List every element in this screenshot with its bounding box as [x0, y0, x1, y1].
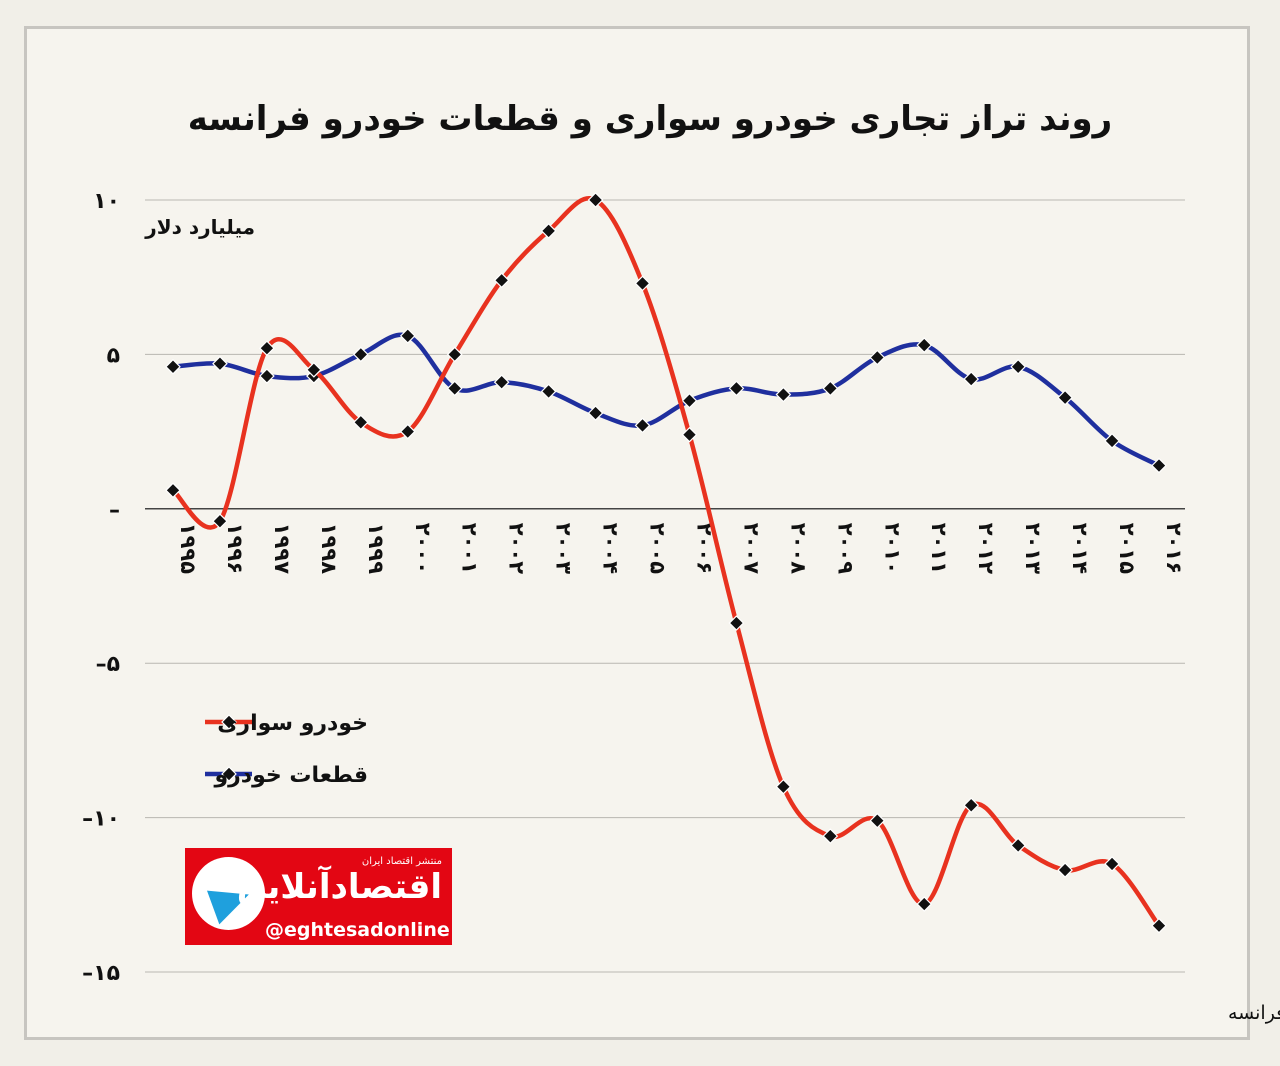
logo-name: اقتصادآنلاین	[236, 867, 442, 907]
point-auto-parts	[963, 371, 980, 387]
y-axis-ticks: ۱۰ ۵ – –۵ –۱۰ –۱۵	[82, 189, 120, 986]
point-auto-parts	[1104, 433, 1120, 449]
x-tick-label: ۲۰۰۵	[646, 523, 670, 574]
point-passenger-car	[681, 426, 698, 443]
legend-marker-auto-parts	[221, 766, 237, 782]
y-tick-label: –۱۵	[82, 961, 120, 986]
point-auto-parts	[1010, 358, 1026, 375]
point-auto-parts	[681, 392, 698, 409]
y-tick-label: ۱۰	[93, 189, 120, 214]
logo-handle: @eghtesadonline	[265, 919, 450, 941]
x-tick-label: ۲۰۱۱	[927, 523, 951, 574]
x-axis-ticks: ۱۹۹۵ ۱۹۹۶ ۱۹۹۷ ۱۹۹۸ ۱۹۹۹ ۲۰۰۰ ۲۰۰۱ ۲۰۰۲ ۲۰۰۳ ۲۰۰۴…	[176, 523, 1186, 574]
point-auto-parts	[1151, 457, 1167, 474]
point-passenger-car	[259, 340, 275, 357]
x-tick-label: ۲۰۱۳	[1021, 523, 1045, 574]
point-passenger-car	[540, 223, 557, 239]
point-passenger-car	[822, 828, 839, 844]
point-auto-parts	[165, 358, 181, 375]
x-tick-label: ۲۰۰۴	[599, 523, 623, 574]
x-tick-label: ۱۹۹۹	[364, 523, 388, 574]
brand-logo: منتشر اقتصاد ایران اقتصادآنلاین @eghtesa…	[185, 848, 452, 945]
point-auto-parts	[775, 386, 792, 403]
chart-title: روند تراز تجاری خودرو سواری و قطعات خودر…	[188, 99, 1113, 139]
line-auto-parts	[170, 332, 1162, 468]
y-tick-label: ۵	[107, 343, 120, 368]
x-tick-label: ۲۰۱۶	[1162, 523, 1186, 574]
x-tick-label: ۱۹۹۵	[176, 523, 200, 574]
point-auto-parts	[587, 405, 604, 421]
legend-label-passenger-car: خودرو سواری	[217, 711, 368, 736]
x-tick-label: ۲۰۰۲	[505, 523, 529, 574]
x-tick-label: ۲۰۱۲	[974, 523, 998, 574]
point-auto-parts	[212, 355, 228, 372]
x-tick-label: ۲۰۰۷	[739, 523, 763, 574]
telegram-icon	[192, 857, 265, 930]
series-lines	[165, 192, 1167, 934]
point-auto-parts	[916, 337, 933, 353]
x-tick-label: ۲۰۰۱	[458, 523, 482, 574]
point-passenger-car	[1010, 837, 1026, 854]
point-auto-parts	[728, 380, 745, 397]
point-auto-parts	[493, 374, 510, 391]
point-passenger-car	[165, 482, 181, 499]
point-passenger-car	[634, 275, 651, 292]
point-auto-parts	[822, 380, 839, 397]
x-tick-label: ۱۹۹۷	[270, 523, 294, 574]
point-passenger-car	[869, 812, 886, 829]
logo-tagline: منتشر اقتصاد ایران	[361, 856, 442, 867]
point-passenger-car	[728, 615, 745, 631]
point-auto-parts	[446, 380, 463, 397]
point-passenger-car	[916, 896, 933, 912]
point-passenger-car	[446, 346, 463, 363]
point-passenger-car	[1057, 862, 1073, 878]
point-passenger-car	[775, 778, 792, 795]
x-tick-label: ۲۰۰۰	[411, 523, 435, 574]
y-unit-label: میلیارد دلار	[144, 215, 255, 239]
point-passenger-car	[963, 797, 980, 814]
source-note: تحلیل و استنتاج: احسان سلطانی بر اساس دا…	[1228, 1001, 1280, 1024]
legend-label-auto-parts: قطعات خودرو	[213, 763, 368, 788]
y-tick-label: –۱۰	[82, 807, 120, 832]
point-passenger-car	[399, 423, 416, 440]
x-tick-label: ۲۰۰۳	[552, 523, 576, 574]
point-passenger-car	[1104, 856, 1120, 872]
point-auto-parts	[540, 383, 557, 400]
point-passenger-car	[306, 361, 322, 378]
point-auto-parts	[399, 328, 416, 344]
y-tick-label: –	[109, 498, 120, 523]
point-passenger-car	[212, 513, 228, 530]
legend-marker-passenger-car	[221, 714, 237, 730]
x-tick-label: ۲۰۰۸	[786, 523, 810, 574]
series-passenger-car	[165, 192, 1167, 934]
point-auto-parts	[634, 417, 651, 434]
point-auto-parts	[352, 346, 369, 363]
y-tick-label: –۵	[96, 652, 120, 677]
x-tick-label: ۲۰۱۴	[1068, 523, 1092, 574]
point-auto-parts	[259, 368, 275, 384]
x-tick-label: ۲۰۱۵	[1115, 523, 1139, 574]
x-tick-label: ۱۹۹۸	[317, 523, 341, 574]
x-tick-label: ۱۹۹۶	[223, 523, 247, 574]
legend: خودرو سواری قطعات خودرو	[205, 711, 368, 788]
point-passenger-car	[493, 272, 510, 289]
point-auto-parts	[869, 349, 886, 366]
point-auto-parts	[1057, 389, 1073, 406]
point-passenger-car	[587, 192, 604, 208]
point-passenger-car	[352, 414, 369, 431]
x-tick-label: ۲۰۱۰	[880, 523, 904, 574]
x-tick-label: ۲۰۰۹	[833, 523, 857, 574]
point-passenger-car	[1151, 917, 1167, 934]
